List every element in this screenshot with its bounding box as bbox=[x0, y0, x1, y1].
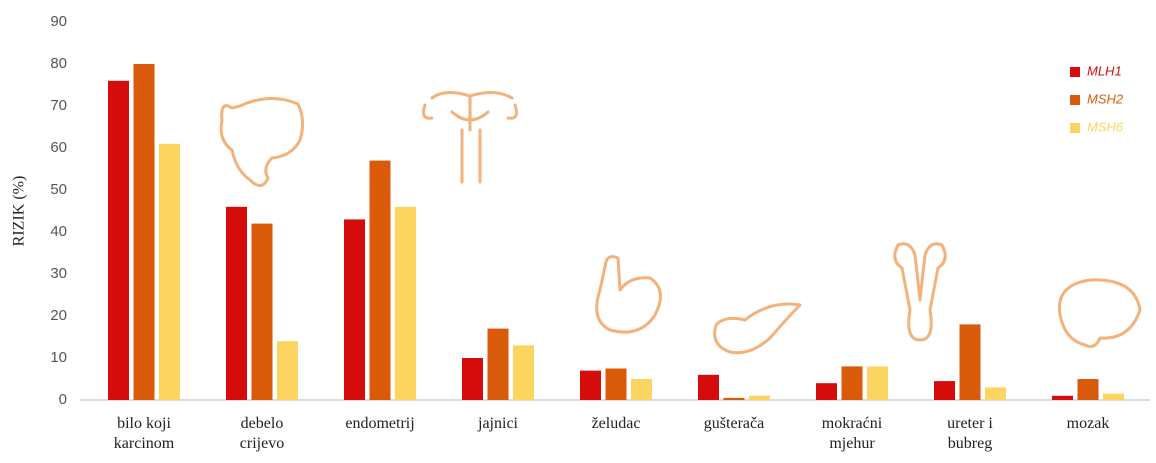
y-tick-label: 50 bbox=[50, 181, 67, 198]
y-tick-label: 20 bbox=[50, 307, 67, 324]
bar bbox=[1052, 396, 1073, 400]
bar bbox=[252, 224, 273, 400]
legend-label: MLH1 bbox=[1087, 63, 1122, 78]
bar bbox=[462, 358, 483, 400]
bar bbox=[960, 324, 981, 400]
bar bbox=[488, 329, 509, 400]
x-tick-label: bilo koji karcinom bbox=[101, 414, 187, 454]
bar bbox=[985, 387, 1006, 400]
bar bbox=[724, 398, 745, 400]
legend-swatch bbox=[1070, 67, 1080, 77]
y-tick-label: 30 bbox=[50, 265, 67, 282]
bar bbox=[134, 64, 155, 400]
bar bbox=[816, 383, 837, 400]
x-tick-label: gušterača bbox=[691, 414, 777, 434]
y-tick-label: 60 bbox=[50, 139, 67, 156]
y-tick-label: 80 bbox=[50, 55, 67, 72]
bar bbox=[277, 341, 298, 400]
legend-label: MSH2 bbox=[1087, 91, 1124, 106]
bar bbox=[698, 375, 719, 400]
x-tick-label: jajnici bbox=[455, 414, 541, 434]
y-axis-label: RIZIK (%) bbox=[11, 176, 28, 247]
legend-label: MSH6 bbox=[1087, 119, 1124, 134]
bar bbox=[108, 81, 129, 400]
bar bbox=[749, 396, 770, 400]
bar bbox=[580, 371, 601, 400]
bar bbox=[1103, 394, 1124, 400]
bar bbox=[395, 207, 416, 400]
y-tick-label: 90 bbox=[50, 13, 67, 30]
x-tick-label: endometrij bbox=[337, 414, 423, 434]
x-tick-label: mokraćni mjehur bbox=[809, 414, 895, 454]
x-tick-label: mozak bbox=[1045, 414, 1131, 434]
bar bbox=[934, 381, 955, 400]
bar bbox=[631, 379, 652, 400]
x-tick-label: želudac bbox=[573, 414, 659, 434]
bar bbox=[513, 345, 534, 400]
y-tick-label: 40 bbox=[50, 223, 67, 240]
legend-swatch bbox=[1070, 95, 1080, 105]
bar bbox=[344, 219, 365, 400]
x-tick-label: ureter i bubreg bbox=[927, 414, 1013, 454]
bar bbox=[1078, 379, 1099, 400]
bar bbox=[606, 369, 627, 401]
chart: RIZIK (%) 0 10 20 30 40 50 60 70 80 90 MLH1 MSH2 MSH… bbox=[0, 0, 1156, 463]
x-tick-label: debelo crijevo bbox=[219, 414, 305, 454]
y-tick-label: 10 bbox=[50, 349, 67, 366]
y-tick-label: 0 bbox=[59, 391, 67, 408]
legend-swatch bbox=[1070, 123, 1080, 133]
bar bbox=[370, 161, 391, 400]
bar bbox=[842, 366, 863, 400]
y-tick-label: 70 bbox=[50, 97, 67, 114]
bar bbox=[867, 366, 888, 400]
bar bbox=[226, 207, 247, 400]
chart-page: RIZIK (%) 0 10 20 30 40 50 60 70 80 90 MLH1 MSH2 MSH… bbox=[0, 0, 1156, 463]
bar bbox=[159, 144, 180, 400]
